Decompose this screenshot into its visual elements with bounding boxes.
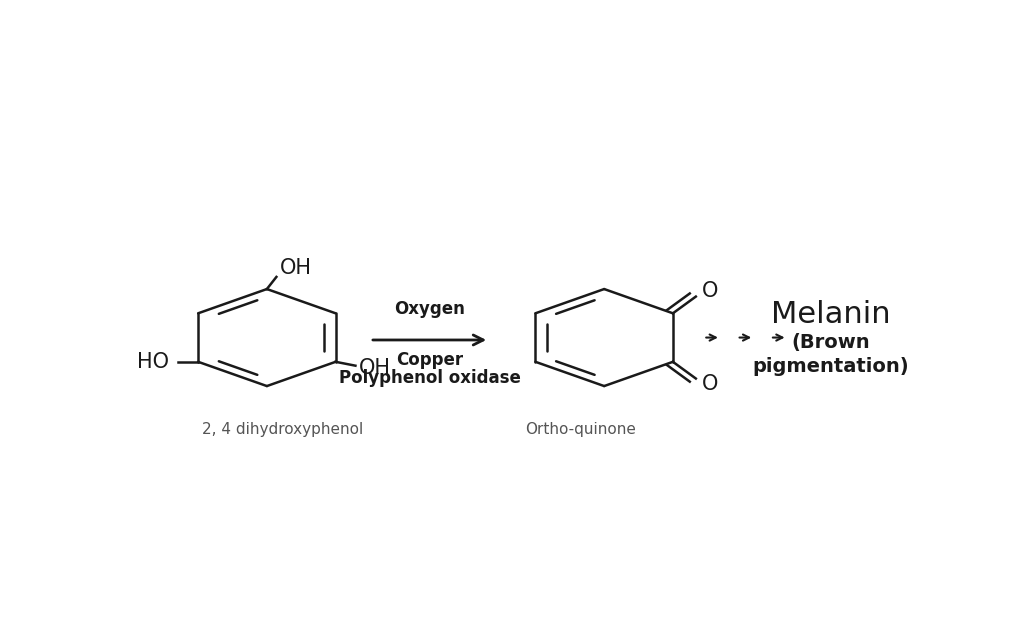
Text: HO: HO	[137, 352, 169, 372]
Text: OH: OH	[359, 358, 391, 378]
Text: pigmentation): pigmentation)	[752, 357, 908, 376]
Text: Copper: Copper	[396, 351, 463, 369]
Text: O: O	[701, 281, 718, 301]
Text: O: O	[701, 374, 718, 394]
Text: Ortho-quinone: Ortho-quinone	[525, 423, 636, 437]
Text: 2, 4 dihydroxyphenol: 2, 4 dihydroxyphenol	[202, 423, 364, 437]
Text: Oxygen: Oxygen	[394, 300, 465, 318]
Text: Polyphenol oxidase: Polyphenol oxidase	[339, 369, 520, 387]
Text: (Brown: (Brown	[791, 333, 869, 352]
Text: Melanin: Melanin	[770, 300, 890, 329]
Text: OH: OH	[281, 258, 312, 278]
